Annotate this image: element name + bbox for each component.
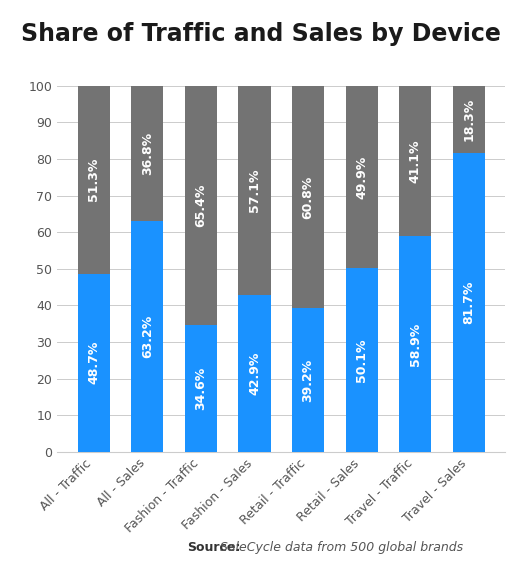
Bar bbox=[239, 86, 270, 295]
Bar bbox=[345, 86, 378, 268]
Bar bbox=[399, 86, 431, 236]
Text: 58.9%: 58.9% bbox=[409, 323, 422, 366]
Text: 51.3%: 51.3% bbox=[87, 158, 100, 201]
Text: 49.9%: 49.9% bbox=[355, 156, 368, 198]
Text: SaleCycle data from 500 global brands: SaleCycle data from 500 global brands bbox=[216, 541, 463, 554]
Text: 63.2%: 63.2% bbox=[141, 315, 154, 358]
Text: 50.1%: 50.1% bbox=[355, 339, 368, 382]
Text: 65.4%: 65.4% bbox=[194, 184, 207, 227]
Bar bbox=[292, 86, 324, 308]
Bar bbox=[239, 295, 270, 452]
Text: 81.7%: 81.7% bbox=[463, 281, 476, 324]
Text: 36.8%: 36.8% bbox=[141, 132, 154, 174]
Bar bbox=[453, 86, 485, 153]
Text: 60.8%: 60.8% bbox=[302, 176, 315, 219]
Bar bbox=[292, 308, 324, 452]
Bar bbox=[131, 221, 164, 452]
Bar bbox=[399, 236, 431, 452]
Bar bbox=[345, 268, 378, 452]
Text: 39.2%: 39.2% bbox=[302, 359, 315, 402]
Bar bbox=[453, 153, 485, 452]
Bar bbox=[78, 273, 110, 452]
Bar bbox=[78, 86, 110, 273]
Text: 42.9%: 42.9% bbox=[248, 352, 261, 395]
Text: 57.1%: 57.1% bbox=[248, 169, 261, 212]
Text: 48.7%: 48.7% bbox=[87, 341, 100, 384]
Text: 34.6%: 34.6% bbox=[194, 367, 207, 410]
Text: Source:: Source: bbox=[188, 541, 241, 554]
Bar bbox=[185, 86, 217, 325]
Text: Share of Traffic and Sales by Device: Share of Traffic and Sales by Device bbox=[20, 22, 501, 46]
Text: 18.3%: 18.3% bbox=[463, 98, 476, 141]
Bar bbox=[185, 325, 217, 452]
Text: 41.1%: 41.1% bbox=[409, 139, 422, 183]
Bar bbox=[131, 86, 164, 221]
